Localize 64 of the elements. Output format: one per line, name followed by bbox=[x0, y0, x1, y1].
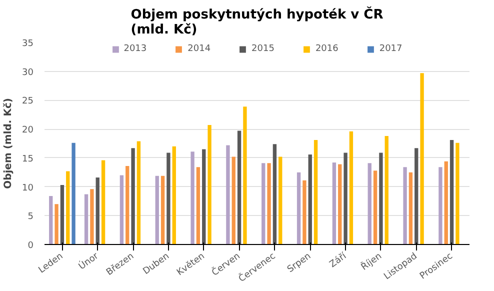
bar bbox=[338, 164, 342, 244]
y-tick-label: 10 bbox=[22, 183, 34, 194]
legend-label: 2013 bbox=[124, 44, 147, 54]
bar bbox=[384, 136, 388, 244]
bar bbox=[308, 154, 312, 244]
bar bbox=[438, 167, 442, 244]
bar bbox=[314, 140, 318, 244]
bar bbox=[166, 152, 170, 244]
bar bbox=[72, 142, 76, 244]
bar bbox=[373, 170, 378, 244]
bar bbox=[90, 189, 94, 244]
bar bbox=[101, 160, 106, 244]
bar bbox=[379, 152, 383, 244]
bar bbox=[272, 144, 277, 244]
bar bbox=[296, 172, 301, 244]
bar bbox=[84, 194, 88, 244]
bar bbox=[420, 73, 424, 244]
bar bbox=[155, 176, 159, 244]
bar bbox=[226, 145, 230, 244]
bar bbox=[456, 142, 460, 244]
bar bbox=[120, 175, 124, 244]
bar bbox=[243, 106, 247, 244]
bar bbox=[232, 156, 236, 244]
y-tick-label: 5 bbox=[28, 212, 34, 222]
y-tick-label: 20 bbox=[22, 126, 34, 136]
bar bbox=[96, 178, 100, 244]
y-tick-label: 0 bbox=[28, 241, 34, 251]
y-tick-label: 35 bbox=[22, 39, 34, 49]
legend-label: 2015 bbox=[252, 44, 274, 54]
bar bbox=[237, 130, 242, 244]
bar bbox=[160, 176, 165, 244]
y-tick-label: 15 bbox=[22, 154, 34, 164]
y-axis-title: Objem (mld. Kč) bbox=[3, 98, 14, 189]
bar bbox=[172, 146, 176, 244]
bar bbox=[262, 163, 266, 244]
bar bbox=[54, 204, 58, 244]
bar bbox=[190, 152, 194, 244]
legend-label: 2017 bbox=[379, 44, 402, 54]
y-tick-label: 25 bbox=[22, 96, 34, 107]
bar bbox=[66, 171, 70, 244]
chart-title: Objem poskytnutých hypoték v ČR (mld. Kč) bbox=[130, 6, 384, 38]
y-tick-label: 30 bbox=[22, 68, 34, 78]
legend-label: 2014 bbox=[188, 44, 211, 54]
bar bbox=[196, 167, 200, 244]
bar bbox=[349, 131, 354, 244]
bar bbox=[60, 185, 64, 244]
bar bbox=[332, 162, 336, 244]
bar bbox=[131, 148, 135, 244]
bar bbox=[136, 141, 141, 244]
bar bbox=[208, 125, 212, 244]
bar bbox=[278, 156, 282, 244]
bar bbox=[344, 152, 348, 244]
bar bbox=[414, 148, 418, 244]
bar bbox=[368, 163, 372, 244]
bar bbox=[202, 149, 206, 244]
bar bbox=[126, 166, 130, 244]
bar bbox=[267, 163, 271, 244]
bar bbox=[408, 172, 413, 244]
bar bbox=[403, 167, 407, 244]
bar bbox=[444, 161, 448, 244]
bar bbox=[450, 140, 454, 244]
bar bbox=[49, 196, 53, 244]
legend-label: 2016 bbox=[315, 44, 338, 54]
bar bbox=[302, 180, 306, 244]
